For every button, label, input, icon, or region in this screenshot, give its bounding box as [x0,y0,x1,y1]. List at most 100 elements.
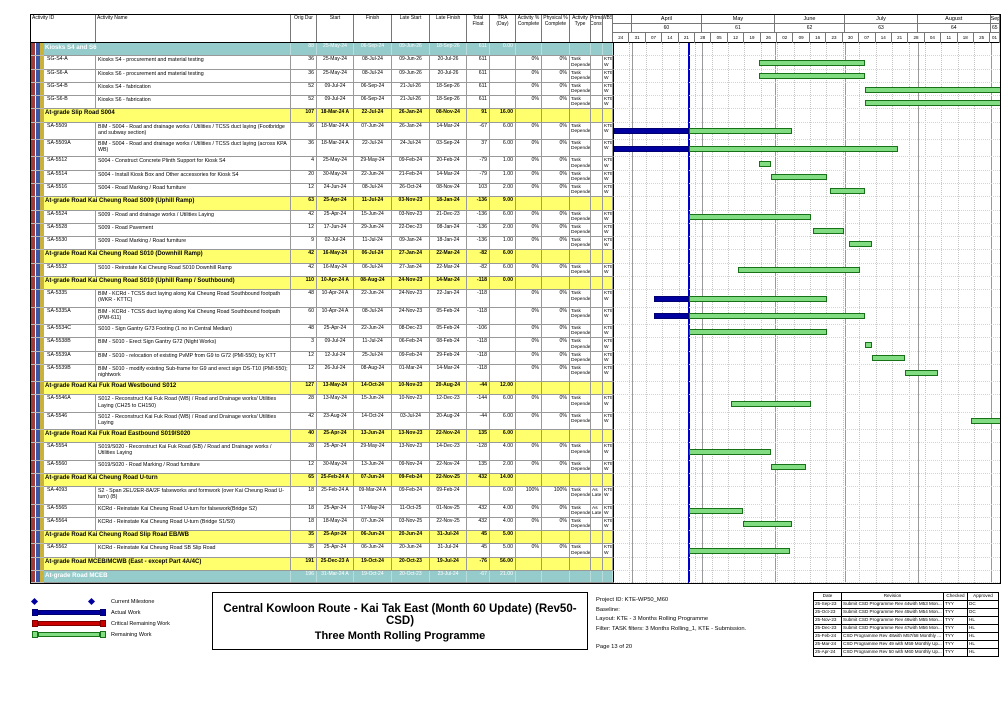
cell-pp [542,197,570,210]
cell-finish: 06-Jun-24 [354,531,392,544]
gantt-row [613,557,1000,571]
cell-start: 12-Jul-24 [317,351,354,364]
wbs-band-strip [35,237,40,250]
revision-cell: CSD Programme Rev 48with M57/58 Monthly … [842,633,944,640]
cell-tra: 4.00 [490,517,516,531]
revision-cell: 25-Oct-23 [814,609,842,616]
cell-pp: 0% [542,157,570,170]
cell-ls: 24-Nov-23 [392,290,430,307]
section-row: At-grade Road Kai Cheung Road S010 (Down… [31,250,1000,264]
gantt-row [613,430,1000,444]
legend-item: Current Milestone [30,596,204,607]
cell-finish: 15-Jun-24 [354,395,392,412]
wbs-band-gutter [31,140,44,158]
column-header-wbs: WBS [603,15,613,42]
revision-row: 25-Mar-24 CSD Programme Rev 49 with M59 M… [814,641,998,649]
revision-cell: TYY [944,617,968,624]
cell-dur: 18 [291,504,317,517]
wbs-band-gutter [31,183,44,198]
wbs-band-strip [31,157,35,170]
legend-label: Remaining Work [111,631,152,638]
section-row: At-grade Road Kai Fuk Road Eastbound S01… [31,430,1000,444]
cell-fl: 45 [467,544,490,557]
wbs-band-strip [35,43,40,56]
activity-row: SA-5562 KCRd - Reinstate Kai Cheung Road … [31,544,1000,558]
wbs-band-strip [40,250,44,263]
cell-id: SA-5564 [44,517,96,531]
cell-ls: 09-Feb-24 [392,487,430,504]
cell-lf: 21-Dec-23 [430,210,467,223]
cell-name: S004 - Road Marking / Road furniture [96,183,291,197]
cell-dur: 12 [291,183,317,197]
wbs-band-strip [35,109,40,122]
activity-row: SA-5530 S009 - Road Marking / Road furnit… [31,237,1000,251]
column-header-tra-day-: TRA (Day) [490,15,516,42]
cell-id: SA-5509A [44,140,96,157]
cell-fl: 432 [467,473,490,487]
cell-ap: 0% [516,157,542,170]
cell-pc [591,460,603,473]
layout-label: Layout: KTE - 3 Months Rolling Programme [596,616,709,623]
gridline-week [727,43,729,583]
cell-pp: 0% [542,96,570,109]
cell-dur: 28 [291,443,317,460]
cell-dur: 48 [291,290,317,307]
wbs-band-gutter [31,223,44,238]
timescale-week-label: 02 [777,33,794,43]
cell-name: Kiosks S4 - fabrication [96,82,291,96]
section-row: At-grade Road Kai Cheung Road S009 (Uphi… [31,197,1000,211]
wbs-band-strip [35,277,40,290]
gridline-week [826,43,828,583]
cell-at [570,43,591,56]
cell-id: SA-5528 [44,223,96,237]
cell-ap: 0% [516,338,542,351]
cell-ls: 13-Nov-23 [392,443,430,460]
cell-start: 26-Jul-24 [317,364,354,382]
milestone-diamond-icon [87,597,96,606]
cell-name: BIM - S004 - Road and drainage works / U… [96,122,291,140]
cell-wbs [603,43,613,56]
wbs-band-gutter [31,487,44,505]
cell-pp: 0% [542,324,570,338]
cell-start: 25-Apr-24 [317,531,354,544]
wbs-band-strip [31,82,35,96]
wbs-band-gutter [31,69,44,83]
cell-wbs: KTE-W [603,82,613,96]
cell-tra: 6.00 [490,140,516,157]
gridline-month [845,43,847,583]
cell-wbs [603,250,613,263]
revision-row: 25-Dec-23 Submit CSD Programme Rev 47with… [814,625,998,633]
cell-start: 25-May-24 [317,69,354,82]
cell-at: Task Dependent [570,395,591,412]
cell-tra [490,69,516,82]
legend-label: Critical Remaining Work [111,620,170,627]
wbs-band-strip [35,517,40,531]
cell-at: Task Dependent [570,364,591,382]
cell-ls: 09-Nov-24 [392,460,430,473]
cell-pc [591,223,603,237]
wbs-band-strip [35,338,40,351]
cell-pc [591,443,603,460]
cell-at: Task Dependent [571,338,591,351]
activity-row: SA-5524 S009 - Road and drainage works / … [31,210,1000,224]
cell-ls: 21-Jul-26 [392,82,430,96]
row-cells: SA-5564 KCRd - Reinstate Kai Cheung Road … [44,517,613,532]
cell-pp: 0% [542,170,570,183]
wbs-band-strip [31,237,35,250]
wbs-band-strip [35,69,40,82]
wbs-band-strip [31,43,35,56]
cell-at: Task Dependent [570,443,591,460]
activity-row: SA-5546 S012 - Reconstruct Kai Fuk Road (… [31,412,1000,431]
wbs-band-gutter [31,382,44,396]
cell-ls: 06-Feb-24 [392,338,430,351]
wbs-band-gutter [31,473,44,488]
cell-pc: As Late [592,504,603,517]
cell-name: BIM - S010 - relocation of existing PvMP… [96,351,291,364]
wbs-band-strip [35,504,40,517]
cell-dur: 36 [291,140,317,157]
wbs-band-strip [35,487,40,504]
cell-pc [591,351,603,364]
cell-pc [591,544,603,557]
title-block: Central Kowloon Route - Kai Tak East (Mo… [212,592,588,650]
cell-dur: 20 [291,170,317,183]
